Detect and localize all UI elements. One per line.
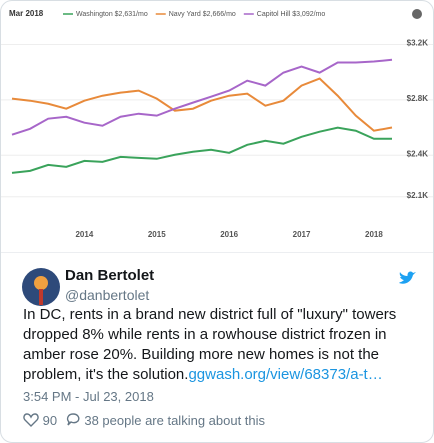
heart-icon[interactable] [23, 413, 39, 427]
tweet-text: In DC, rents in a brand new district ful… [23, 306, 397, 383]
series-line [11, 58, 393, 136]
x-tick-label: 2016 [220, 230, 238, 239]
series-line [11, 77, 393, 132]
like-count[interactable]: 90 [42, 413, 58, 428]
actions: 90 38 people are talking about this [23, 413, 265, 428]
x-tick-label: 2015 [148, 230, 166, 239]
avatar[interactable] [21, 267, 61, 307]
x-tick-label: 2018 [365, 230, 383, 239]
info-icon[interactable] [412, 9, 422, 19]
y-tick-label: $3.2K [407, 39, 429, 48]
legend-label: Capitol Hill $3,092/mo [257, 11, 326, 18]
author-name[interactable]: Dan Bertolet [65, 267, 155, 284]
x-tick-label: 2017 [293, 230, 311, 239]
reply-icon[interactable] [65, 413, 81, 427]
legend-label: Navy Yard $2,666/mo [169, 11, 236, 18]
y-tick-label: $2.1K [407, 191, 429, 200]
x-tick-label: 2014 [75, 230, 93, 239]
tweet-link[interactable]: ggwash.org/view/68373/a-t… [188, 366, 383, 383]
date-label: Mar 2018 [9, 9, 44, 18]
series-line [11, 126, 392, 174]
y-tick-label: $2.8K [407, 94, 429, 103]
tweet-body: In DC, rents in a brand new district ful… [23, 305, 419, 385]
y-tick-label: $2.4K [407, 149, 429, 158]
timestamp[interactable]: 3:54 PM - Jul 23, 2018 [23, 389, 154, 404]
legend-label: Washington $2,631/mo [76, 11, 148, 18]
talking-count[interactable]: 38 people are talking about this [84, 413, 266, 428]
author-handle[interactable]: @danbertolet [65, 287, 150, 303]
twitter-logo[interactable] [397, 269, 417, 287]
chart: Mar 2018 $3.2K $2.8K $2.4K $2.1K 2014 2015 201… [1, 9, 433, 253]
